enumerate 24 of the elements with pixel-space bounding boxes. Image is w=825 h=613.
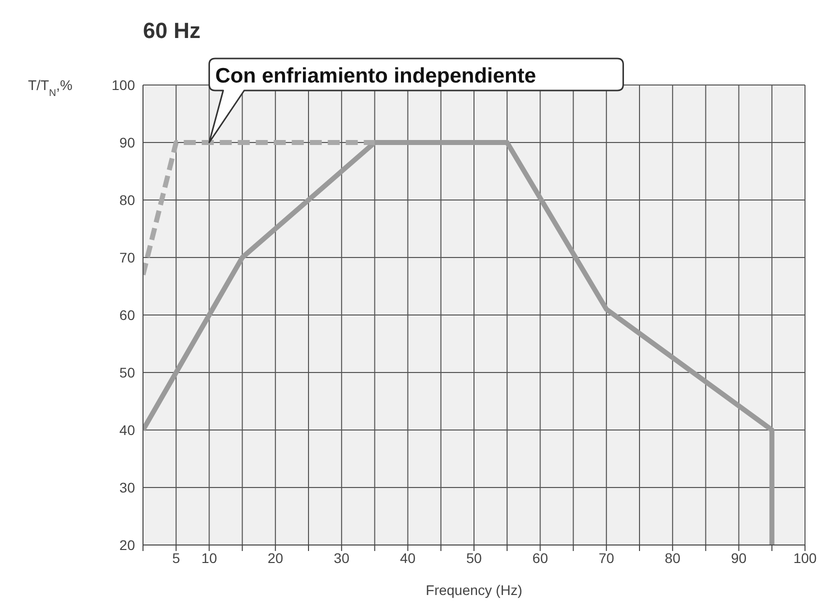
y-tick-label: 80 bbox=[119, 192, 136, 208]
x-tick-label: 40 bbox=[400, 550, 416, 566]
x-tick-label: 60 bbox=[532, 550, 548, 566]
y-tick-label: 20 bbox=[119, 536, 136, 553]
x-tick-label: 50 bbox=[466, 550, 482, 566]
x-tick-label: 20 bbox=[268, 550, 284, 566]
x-tick-label: 100 bbox=[793, 550, 817, 566]
x-tick-label: 30 bbox=[334, 550, 350, 566]
y-tick-label: 70 bbox=[119, 249, 136, 266]
x-tick-label: 90 bbox=[731, 550, 747, 566]
x-axis-title: Frequency (Hz) bbox=[426, 582, 522, 598]
y-tick-label: 60 bbox=[119, 306, 136, 323]
y-axis-title: T/T$_{N}$,% bbox=[28, 77, 72, 98]
chart-title: 60 Hz bbox=[143, 18, 200, 44]
y-tick-label: 100 bbox=[112, 76, 136, 93]
x-tick-label: 5 bbox=[172, 550, 180, 566]
y-tick-label: 90 bbox=[119, 134, 136, 150]
x-tick-label: 80 bbox=[664, 550, 681, 566]
y-tick-label: 40 bbox=[119, 422, 136, 438]
x-tick-label: 70 bbox=[598, 550, 614, 566]
y-tick-label: 50 bbox=[119, 364, 136, 380]
y-tick-label: 30 bbox=[119, 479, 136, 496]
annotation: Con enfriamiento independiente bbox=[215, 64, 536, 88]
x-tick-label: 10 bbox=[201, 550, 218, 566]
